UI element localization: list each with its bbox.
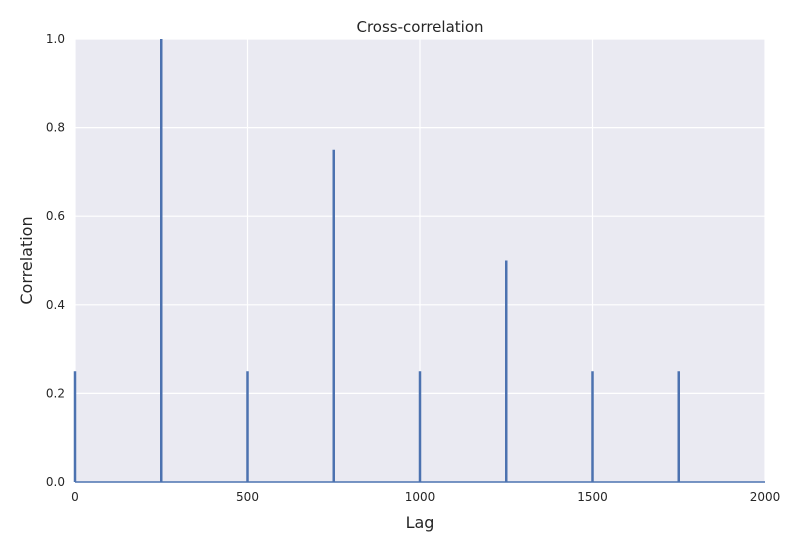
y-tick-label: 0.4 (46, 298, 65, 312)
grid (74, 38, 766, 483)
y-tick-label: 0.8 (46, 121, 65, 135)
y-axis-label: Correlation (17, 216, 36, 304)
x-tick-labels: 0 500 1000 1500 2000 (71, 490, 780, 504)
x-axis-label: Lag (406, 513, 435, 532)
chart-title: Cross-correlation (356, 18, 483, 36)
y-tick-label: 1.0 (46, 32, 65, 46)
y-tick-labels: 0.0 0.2 0.4 0.6 0.8 1.0 (46, 32, 65, 489)
x-tick-label: 500 (236, 490, 259, 504)
x-tick-label: 1000 (405, 490, 436, 504)
series-stems (73, 39, 680, 482)
y-tick-label: 0.2 (46, 386, 65, 400)
x-tick-label: 0 (71, 490, 79, 504)
x-tick-label: 2000 (750, 490, 781, 504)
y-tick-label: 0.0 (46, 475, 65, 489)
x-tick-label: 1500 (577, 490, 608, 504)
y-tick-label: 0.6 (46, 209, 65, 223)
